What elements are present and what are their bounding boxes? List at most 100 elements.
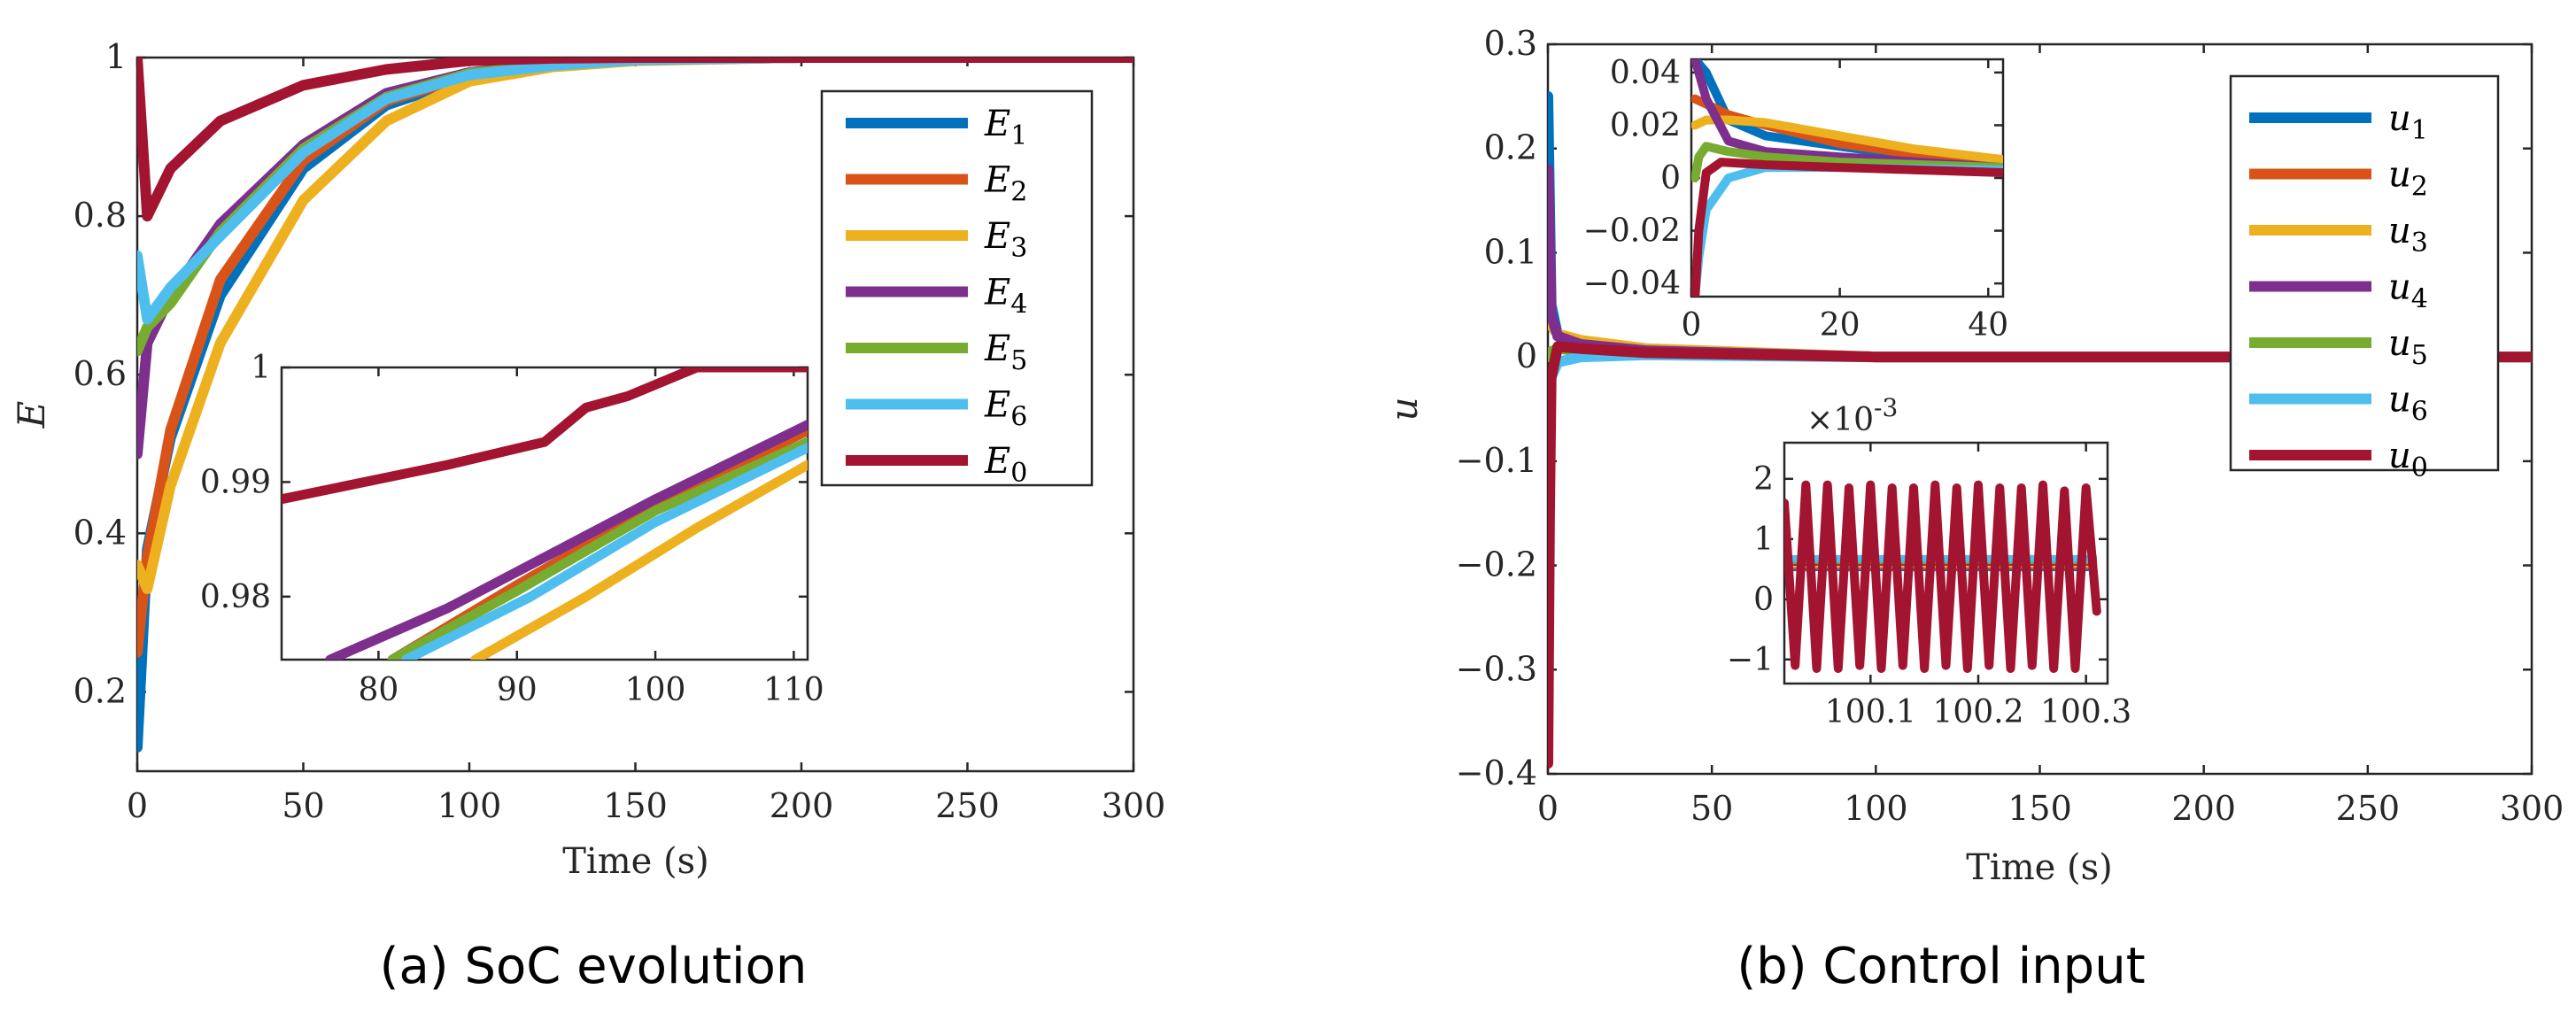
panel-a-xtick-label: 250: [935, 786, 1000, 825]
legend-entry: u1: [2388, 98, 2428, 146]
panel-b-ytick-label: −0.3: [1456, 649, 1537, 688]
panel-a-xtick-label: 150: [603, 786, 668, 825]
panel-b-ytick-label: 0: [1516, 336, 1537, 375]
panel-a-inset-series-E0: [282, 367, 808, 505]
panel-b-ylabel: u: [1382, 397, 1426, 421]
panel-b-inset-top-xtick-label: 40: [1968, 307, 2008, 344]
panel-b-inset-top-ytick-label: 0.04: [1610, 55, 1681, 91]
panel-a-ylabel: E: [10, 401, 53, 429]
panel-b-ytick-label: −0.2: [1456, 545, 1537, 584]
panel-b-inset-bottom-multiplier: ×10-3: [1806, 393, 1898, 438]
panel-b-inset-top-ytick-label: 0.02: [1610, 107, 1681, 143]
panel-b-inset-bottom-ytick-label: 2: [1753, 461, 1774, 498]
panel-b-inset-top-lines: [1691, 59, 2003, 297]
panel-b-inset-top-series-u5: [1691, 142, 2003, 182]
panel-b-inset-bottom-ytick-label: −1: [1727, 642, 1774, 678]
panel-b-ytick-label: 0.2: [1484, 128, 1537, 167]
panel-a-inset-ytick-label: 0.98: [200, 579, 271, 615]
panel-a-inset-lines: [282, 367, 808, 660]
legend-entry: E6: [984, 385, 1027, 433]
panel-b-inset-bottom-xtick-label: 100.1: [1825, 694, 1916, 730]
panel-b-inset-bottom-ticks: 100.1 100.2 100.3 −1 0 1 2: [1727, 443, 2131, 730]
legend-entry: u5: [2388, 323, 2428, 371]
panel-a-xtick-label: 300: [1102, 786, 1166, 825]
panel-a-inset-xtick-label: 90: [497, 672, 538, 708]
panel-b: 0 50 100 150 200 250 300−0.4−0.3−0.2−0.100.10.…: [1382, 24, 2564, 995]
panel-b-inset-top: 0 20 40 −0.04 −0.02 0 0.02 0.04: [1583, 55, 2008, 344]
panel-a-inset-series-E5: [387, 437, 808, 660]
panel-a-inset-series-E4: [325, 420, 808, 660]
panel-b-ytick-label: −0.1: [1456, 441, 1537, 480]
panel-b-inset-bottom-xtick-label: 100.2: [1932, 694, 2023, 730]
panel-b-ytick-label: 0.3: [1484, 24, 1537, 63]
panel-b-inset-top-series-u3: [1691, 115, 2003, 165]
legend-entry: E3: [984, 216, 1027, 264]
panel-a: 0 50 100 150 200 250 300 0.2 0.4 0.6 0.8 1 Time (s)…: [10, 37, 1165, 995]
legend-entry: u2: [2388, 155, 2428, 203]
panel-b-inset-top-ticks: 0 20 40 −0.04 −0.02 0 0.02 0.04: [1583, 55, 2008, 344]
panel-b-xlabel: Time (s): [1966, 847, 2113, 888]
panel-a-inset-xtick-label: 100: [625, 672, 686, 708]
panel-a-xtick-label: 0: [127, 786, 148, 825]
panel-b-xtick-label: 300: [2500, 789, 2564, 828]
panel-b-inset-top-series-u4: [1691, 59, 2003, 173]
panel-a-inset-ticks: 80 90 100 110 0.98 0.99 1: [200, 350, 824, 708]
panel-b-inset-bottom: 100.1 100.2 100.3 −1 0 1 2 ×10-3: [1727, 393, 2131, 730]
panel-b-lines: [1548, 90, 2532, 769]
panel-b-inset-top-series-u0: [1691, 158, 2003, 297]
panel-b-inset-bottom-ytick-label: 1: [1753, 522, 1774, 558]
panel-a-series-E0: [137, 58, 1133, 222]
panel-b-legend: u1 u2 u3 u4 u5 u6 u0: [2229, 74, 2500, 483]
panel-b-ytick-label: 0.1: [1484, 232, 1537, 271]
panel-b-inset-bottom-xtick-label: 100.3: [2040, 694, 2131, 730]
panel-b-xtick-label: 200: [2171, 789, 2236, 828]
panel-a-ytick-label: 0.4: [73, 513, 127, 552]
legend-entry: E1: [984, 104, 1027, 151]
panel-b-xtick-label: 50: [1690, 789, 1733, 828]
panel-a-caption: (a) SoC evolution: [380, 938, 808, 995]
panel-a-xtick-label: 50: [282, 786, 324, 825]
panel-a-inset: 80 90 100 110 0.98 0.99 1: [200, 350, 824, 708]
panel-a-lines: [137, 58, 1133, 753]
legend-entry: E0: [984, 441, 1027, 489]
legend-entry: E2: [984, 160, 1027, 208]
legend-entry: E4: [984, 273, 1027, 321]
panel-a-xtick-label: 100: [437, 786, 502, 825]
panel-a-ytick-label: 0.8: [73, 196, 127, 235]
panel-b-inset-top-ytick-label: −0.04: [1583, 266, 1681, 302]
panel-b-inset-top-ytick-label: −0.02: [1583, 213, 1681, 250]
panel-b-inset-bottom-lines: [1784, 480, 2101, 673]
panel-a-xlabel: Time (s): [562, 841, 709, 882]
panel-b-ytick-label: −0.4: [1456, 753, 1537, 792]
panel-a-inset-series-E3: [470, 460, 808, 660]
panel-a-ticks: 0 50 100 150 200 250 300 0.2 0.4 0.6 0.8 1: [73, 37, 1166, 825]
legend-entry: u6: [2388, 380, 2428, 428]
panel-a-legend: E1 E2 E3 E4 E5 E6 E0: [820, 89, 1094, 489]
panel-b-caption: (b) Control input: [1737, 938, 2145, 995]
panel-a-inset-ytick-label: 0.99: [200, 464, 271, 500]
panel-a-inset-ytick-label: 1: [251, 350, 271, 386]
panel-a-ytick-label: 0.2: [73, 671, 127, 710]
panel-b-ticks: 0 50 100 150 200 250 300−0.4−0.3−0.2−0.100.10.…: [1456, 24, 2564, 828]
panel-b-inset-top-xtick-label: 0: [1682, 307, 1702, 344]
panel-b-inset-bottom-series-u0: [1784, 480, 2101, 673]
panel-b-legend-box: [2229, 74, 2500, 472]
panel-a-inset-xtick-label: 110: [763, 672, 824, 708]
panel-b-xtick-label: 100: [1844, 789, 1908, 828]
panel-b-xtick-label: 150: [2007, 789, 2072, 828]
legend-entry: E5: [984, 328, 1027, 376]
panel-b-inset-top-ytick-label: 0: [1660, 160, 1681, 197]
panel-a-ytick-label: 0.6: [73, 354, 127, 393]
panel-b-inset-bottom-ytick-label: 0: [1753, 582, 1774, 618]
panel-b-inset-top-xtick-label: 20: [1820, 307, 1860, 344]
legend-entry: u4: [2388, 267, 2428, 315]
panel-b-xtick-label: 0: [1537, 789, 1559, 828]
legend-entry: u3: [2388, 211, 2428, 259]
panel-a-inset-series-E6: [401, 443, 808, 660]
panel-b-series-u0: [1548, 341, 2532, 769]
panel-a-ytick-label: 1: [105, 37, 127, 76]
panel-a-inset-xtick-label: 80: [359, 672, 399, 708]
panel-b-xtick-label: 250: [2336, 789, 2401, 828]
panel-a-xtick-label: 200: [770, 786, 834, 825]
